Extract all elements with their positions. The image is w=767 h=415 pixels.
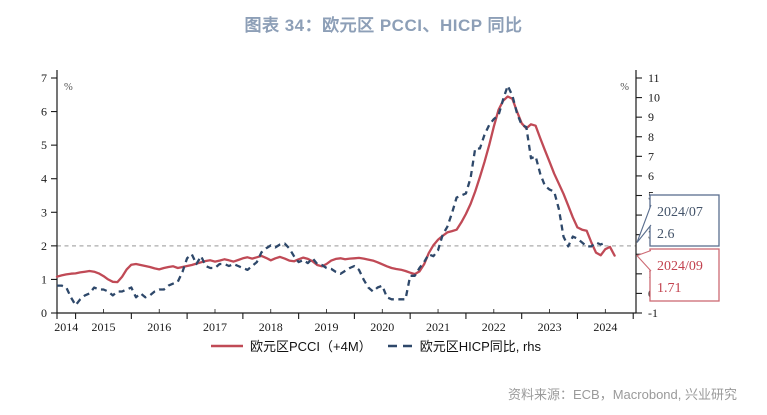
legend-label-hicp: 欧元区HICP同比, rhs <box>419 339 542 354</box>
callout-pointer <box>636 249 652 272</box>
right-axis-tick-label: 11 <box>648 71 660 85</box>
red-solid-line-swatch <box>210 344 243 347</box>
callout-pointer <box>636 204 652 243</box>
right-axis-tick-label: 7 <box>648 149 654 163</box>
callout-box <box>649 248 720 302</box>
left-axis-tick-label: 4 <box>41 172 47 186</box>
x-axis-year-label: 2016 <box>147 320 171 334</box>
right-axis-tick-label: 10 <box>648 91 660 105</box>
callout-pcci-latest: 2024/09 1.71 <box>636 248 720 302</box>
line-chart: 01234567-101234567891011%%20142015201620… <box>41 70 720 334</box>
callout-box <box>649 194 720 247</box>
right-axis-tick-label: 6 <box>648 169 654 183</box>
callout-date: 2024/09 <box>657 259 703 274</box>
x-axis-year-label: 2023 <box>538 320 562 334</box>
legend-item-pcci: 欧元区PCCI（+4M） <box>210 336 372 355</box>
pcci-line-series <box>55 95 616 284</box>
x-axis-year-label: 2018 <box>259 320 283 334</box>
left-axis-tick-label: 7 <box>41 71 47 85</box>
legend: 欧元区PCCI（+4M） 欧元区HICP同比, rhs <box>0 336 759 355</box>
left-axis-unit-label: % <box>64 82 73 93</box>
left-axis-tick-label: 6 <box>41 105 47 119</box>
legend-item-hicp: 欧元区HICP同比, rhs <box>387 336 542 355</box>
right-axis-tick-label: 8 <box>648 130 654 144</box>
callout-date: 2024/07 <box>657 205 703 220</box>
callout-hicp-latest: 2024/07 2.6 <box>636 194 720 247</box>
right-axis-tick-label: -1 <box>648 306 658 320</box>
left-axis-tick-label: 2 <box>41 239 47 253</box>
x-axis-year-label: 2017 <box>203 320 227 334</box>
source-note: 资料来源：ECB，Macrobond, 兴业研究 <box>508 387 737 402</box>
left-axis-tick-label: 3 <box>41 205 47 219</box>
x-axis-year-label: 2019 <box>315 320 339 334</box>
navy-dashed-line-swatch <box>387 344 414 347</box>
left-axis-tick-label: 5 <box>41 138 47 152</box>
legend-label-pcci: 欧元区PCCI（+4M） <box>249 339 372 354</box>
x-axis-year-label: 2015 <box>91 320 115 334</box>
callout-value: 1.71 <box>657 281 682 296</box>
x-axis-year-label: 2024 <box>593 320 617 334</box>
x-axis-year-label: 2022 <box>482 320 506 334</box>
chart-title: 图表 34：欧元区 PCCI、HICP 同比 <box>244 16 523 35</box>
x-axis-year-label: 2021 <box>426 320 450 334</box>
left-axis-tick-label: 0 <box>41 306 47 320</box>
right-axis-tick-label: 9 <box>648 110 654 124</box>
callout-value: 2.6 <box>657 227 675 242</box>
x-axis-year-label: 2014 <box>54 320 78 334</box>
right-axis-unit-label: % <box>620 82 629 93</box>
left-axis-tick-label: 1 <box>41 272 47 286</box>
hicp-line-series <box>57 84 606 307</box>
x-axis-year-label: 2020 <box>370 320 394 334</box>
